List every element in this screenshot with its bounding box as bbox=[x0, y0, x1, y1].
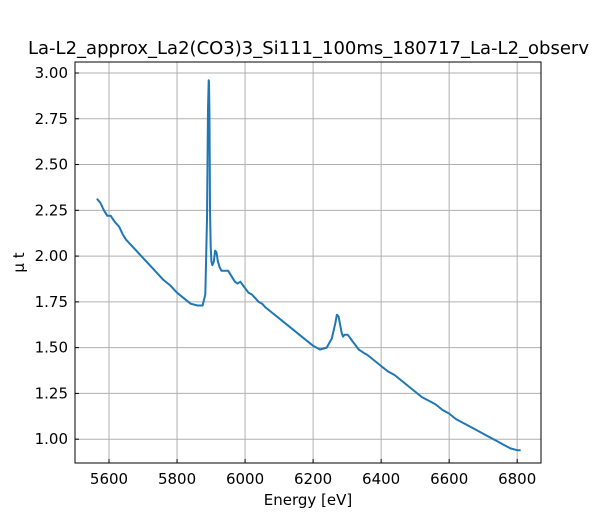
x-tick-label: 6200 bbox=[294, 470, 332, 488]
x-tick-label: 6400 bbox=[362, 470, 400, 488]
grid bbox=[75, 62, 541, 463]
x-tick-label: 5600 bbox=[90, 470, 128, 488]
y-tick-label: 2.50 bbox=[35, 156, 68, 174]
ticks: 5600 5800 6000 6200 6400 6600 6800 1.00 1.25 1.50… bbox=[35, 64, 537, 488]
x-tick-label: 5800 bbox=[158, 470, 196, 488]
chart-title: La-L2_approx_La2(CO3)3_Si111_100ms_18071… bbox=[28, 38, 589, 59]
y-tick-label: 1.25 bbox=[35, 384, 68, 402]
x-axis-label: Energy [eV] bbox=[264, 491, 352, 509]
y-tick-label: 1.00 bbox=[35, 430, 68, 448]
axes-frame bbox=[74, 61, 542, 464]
y-tick-label: 2.25 bbox=[35, 201, 68, 219]
y-tick-label: 1.50 bbox=[35, 339, 68, 357]
y-tick-label: 1.75 bbox=[35, 293, 68, 311]
x-tick-label: 6600 bbox=[430, 470, 468, 488]
y-tick-label: 2.75 bbox=[35, 110, 68, 128]
y-axis-label: μ t bbox=[10, 252, 28, 272]
y-tick-label: 2.00 bbox=[35, 247, 68, 265]
plot-area bbox=[96, 79, 521, 452]
y-tick-label: 3.00 bbox=[35, 64, 68, 82]
x-tick-label: 6000 bbox=[226, 470, 264, 488]
x-tick-label: 6800 bbox=[498, 470, 536, 488]
series-line-0 bbox=[96, 79, 521, 452]
